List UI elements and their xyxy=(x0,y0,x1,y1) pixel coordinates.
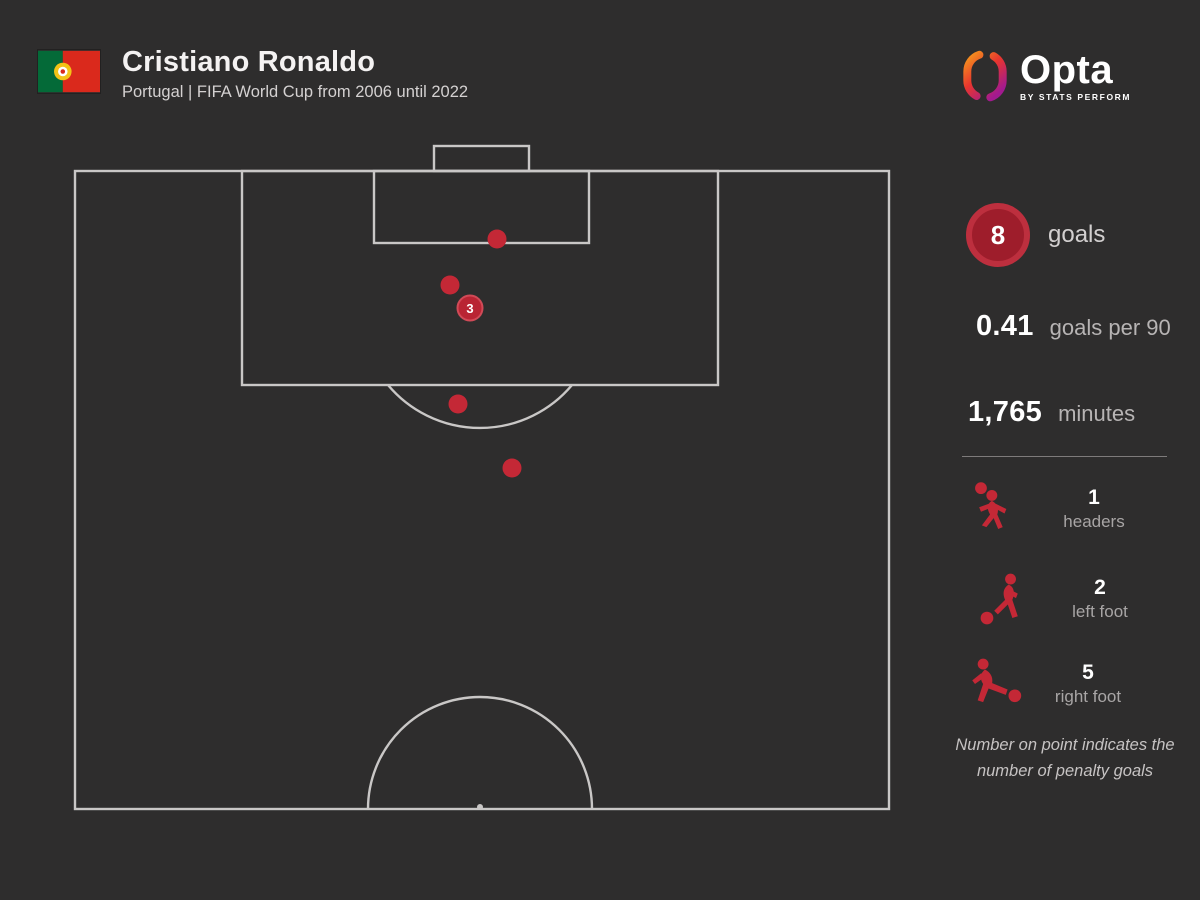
pitch-svg: 3 xyxy=(73,144,891,811)
six-yard-box xyxy=(372,169,591,245)
portugal-flag-icon xyxy=(38,50,100,93)
goals-per-90-label: goals per 90 xyxy=(1049,315,1171,340)
headers-value: 1 xyxy=(1088,486,1100,509)
opta-logo: Opta BY STATS PERFORM xyxy=(962,48,1131,104)
penalty-arc xyxy=(387,384,573,430)
opta-name: Opta xyxy=(1020,48,1114,93)
opta-mark-icon xyxy=(963,49,1007,103)
page-subtitle: Portugal | FIFA World Cup from 2006 unti… xyxy=(122,83,469,101)
minutes-row: 1,765 minutes xyxy=(968,396,1135,429)
pitch-boundary xyxy=(73,169,891,811)
right-foot-value: 5 xyxy=(1082,661,1094,684)
left-foot-text: 2 left foot xyxy=(1054,576,1146,622)
goals-badge: 8 xyxy=(966,203,1030,267)
left-foot-icon xyxy=(972,568,1040,630)
centre-spot xyxy=(477,804,483,810)
headers-label: headers xyxy=(1063,512,1125,531)
title-block: Cristiano Ronaldo Portugal | FIFA World … xyxy=(122,46,468,102)
goals-label: goals xyxy=(1048,221,1106,248)
page-title: Cristiano Ronaldo xyxy=(122,46,376,78)
centre-circle xyxy=(366,695,594,810)
left-foot-value: 2 xyxy=(1094,576,1106,599)
headers-row: 1 headers xyxy=(966,478,1140,540)
goal-point xyxy=(440,275,460,295)
pitch-map: 3 xyxy=(72,143,892,813)
minutes-value: 1,765 xyxy=(968,396,1043,428)
goals-total-row: 8 goals xyxy=(966,203,1105,267)
goal-point xyxy=(502,458,522,478)
goal-point xyxy=(448,394,468,414)
right-foot-row: 5 right foot xyxy=(960,653,1134,715)
penalty-note: Number on point indicates the number of … xyxy=(955,736,1175,780)
header: Cristiano Ronaldo Portugal | FIFA World … xyxy=(38,46,468,102)
goal-point xyxy=(456,294,484,322)
goal-point xyxy=(487,229,507,249)
right-foot-label: right foot xyxy=(1054,687,1122,706)
right-foot-icon xyxy=(960,653,1028,715)
right-foot-text: 5 right foot xyxy=(1042,661,1134,707)
goals-per-90-row: 0.41 goals per 90 xyxy=(976,310,1171,343)
header-goal-icon xyxy=(966,478,1034,540)
headers-text: 1 headers xyxy=(1048,486,1140,532)
left-foot-row: 2 left foot xyxy=(972,568,1146,630)
left-foot-label: left foot xyxy=(1072,602,1128,621)
goal-dots-layer: 3 xyxy=(440,229,522,478)
stats-divider xyxy=(962,456,1167,457)
goal-frame xyxy=(432,144,531,173)
penalty-box xyxy=(240,169,720,387)
opta-wordmark: Opta BY STATS PERFORM xyxy=(1020,50,1131,102)
pitch-lines xyxy=(73,144,891,811)
goals-per-90-value: 0.41 xyxy=(976,310,1034,342)
opta-subtext: BY STATS PERFORM xyxy=(1020,92,1132,103)
penalty-count-label: 3 xyxy=(466,301,473,316)
minutes-label: minutes xyxy=(1058,401,1136,426)
